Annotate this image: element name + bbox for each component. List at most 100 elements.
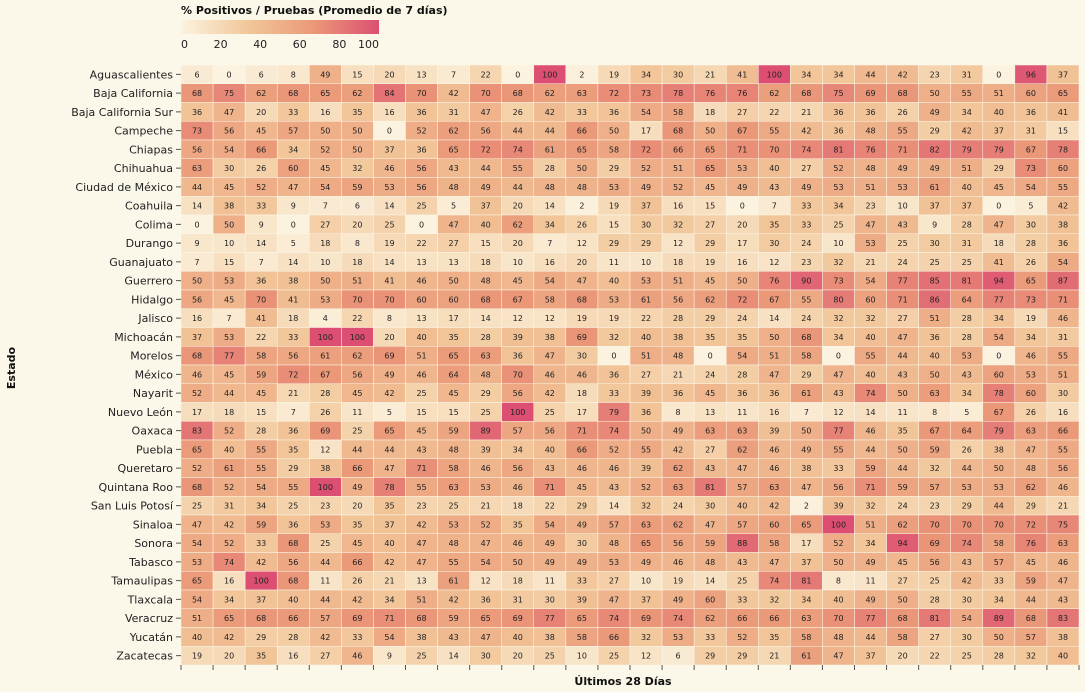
cell-value-label: 81 [801,577,811,586]
cell-value-label: 33 [801,202,811,211]
cell-value-label: 19 [673,577,683,586]
cell-value-label: 57 [737,520,747,529]
cell-value-label: 20 [352,220,362,229]
cell-value-label: 68 [288,539,298,548]
cell-value-label: 30 [930,239,940,248]
cell-value-label: 51 [192,614,202,623]
cell-value-label: 14 [449,652,459,661]
cell-value-label: 67 [930,427,940,436]
cell-value-label: 26 [577,220,587,229]
cell-value-label: 49 [481,183,491,192]
cell-value-label: 34 [833,333,843,342]
cell-value-label: 35 [898,427,908,436]
cell-value-label: 22 [545,502,555,511]
cell-value-label: 9 [194,239,199,248]
cell-value-label: 37 [1058,70,1068,79]
cell-value-label: 68 [577,295,587,304]
cell-value-label: 19 [384,239,394,248]
cell-value-label: 29 [705,314,715,323]
cell-value-label: 24 [705,370,715,379]
legend-tick-label: 80 [332,38,346,51]
cell-value-label: 33 [577,577,587,586]
row-label: Hidalgo [131,293,173,306]
cell-value-label: 89 [994,614,1004,623]
cell-value-label: 40 [833,595,843,604]
cell-value-label: 66 [673,145,683,154]
cell-value-label: 37 [641,595,651,604]
cell-value-label: 39 [769,427,779,436]
cell-value-label: 50 [609,127,619,136]
cell-value-label: 13 [705,408,715,417]
cell-value-label: 28 [673,314,683,323]
cell-value-label: 65 [481,614,491,623]
cell-value-label: 65 [224,614,234,623]
cell-value-label: 0 [419,220,424,229]
cell-value-label: 36 [288,520,298,529]
cell-value-label: 65 [801,520,811,529]
cell-value-label: 7 [259,258,264,267]
cell-value-label: 37 [256,595,266,604]
cell-value-label: 45 [449,389,459,398]
cell-value-label: 61 [320,352,330,361]
cell-value-label: 54 [545,277,555,286]
cell-value-label: 43 [416,445,426,454]
cell-value-label: 55 [1058,352,1068,361]
cell-value-label: 60 [769,520,779,529]
cell-value-label: 49 [865,558,875,567]
cell-value-label: 29 [577,502,587,511]
cell-value-label: 53 [737,164,747,173]
cell-value-label: 50 [769,333,779,342]
cell-value-label: 40 [513,633,523,642]
cell-value-label: 74 [224,558,234,567]
cell-value-label: 56 [930,558,940,567]
cell-value-label: 15 [352,70,362,79]
cell-value-label: 50 [513,558,523,567]
cell-value-label: 22 [641,314,651,323]
cell-value-label: 29 [801,370,811,379]
cell-value-label: 0 [611,352,616,361]
cell-value-label: 41 [994,258,1004,267]
cell-value-label: 42 [1058,202,1068,211]
cell-value-label: 67 [994,408,1004,417]
cell-value-label: 0 [996,202,1001,211]
cell-value-label: 70 [962,520,972,529]
cell-value-label: 60 [416,295,426,304]
cell-value-label: 2 [804,502,809,511]
cell-value-label: 51 [352,277,362,286]
cell-value-label: 57 [994,558,1004,567]
cell-value-label: 28 [737,370,747,379]
cell-value-label: 32 [1026,652,1036,661]
cell-value-label: 11 [865,577,875,586]
cell-value-label: 44 [192,183,202,192]
cell-value-label: 7 [291,408,296,417]
cell-value-label: 100 [254,577,269,586]
cell-value-label: 38 [545,633,555,642]
row-label: Michoacán [114,331,173,344]
cell-value-label: 47 [481,108,491,117]
cell-value-label: 63 [1058,539,1068,548]
cell-value-label: 40 [962,183,972,192]
cell-value-label: 28 [962,220,972,229]
cell-value-label: 9 [387,652,392,661]
cell-value-label: 33 [288,333,298,342]
cell-value-label: 56 [833,483,843,492]
cell-value-label: 65 [1026,277,1036,286]
cell-value-label: 27 [320,220,330,229]
cell-value-label: 11 [609,258,619,267]
cell-value-label: 31 [513,595,523,604]
cell-value-label: 53 [449,520,459,529]
cell-value-label: 10 [577,652,587,661]
cell-value-label: 53 [833,183,843,192]
cell-value-label: 18 [481,258,491,267]
cell-value-label: 63 [737,427,747,436]
cell-value-label: 20 [224,652,234,661]
cell-value-label: 63 [1026,427,1036,436]
cell-value-label: 52 [673,183,683,192]
cell-value-label: 56 [288,352,298,361]
cell-value-label: 62 [352,89,362,98]
cell-value-label: 63 [769,483,779,492]
cell-value-label: 61 [545,145,555,154]
cell-value-label: 44 [865,70,875,79]
cell-value-label: 16 [384,108,394,117]
cell-value-label: 35 [769,220,779,229]
